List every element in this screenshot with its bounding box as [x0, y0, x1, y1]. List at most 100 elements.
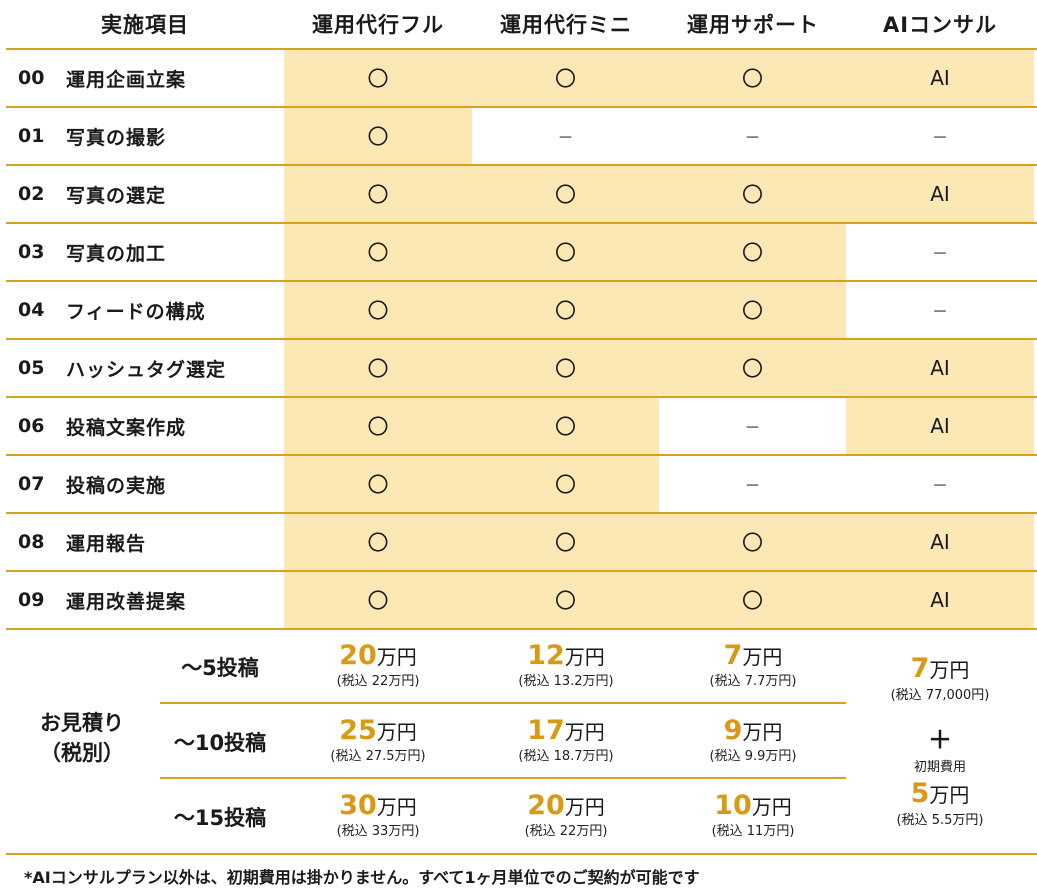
plan-cell: －: [472, 108, 659, 164]
tier-divider: [160, 702, 846, 704]
plan-cell: AI: [846, 166, 1034, 222]
circle-mark: 〇: [742, 357, 763, 381]
price-amount: 10: [714, 790, 752, 821]
circle-mark: 〇: [742, 67, 763, 91]
row-rule: [6, 222, 1037, 224]
price-unit: 万円: [742, 645, 783, 669]
ai-initial-price: 5万円 (税込 5.5万円): [846, 778, 1034, 828]
price-unit: 万円: [376, 720, 417, 744]
plan-cell: 〇: [472, 224, 659, 280]
circle-mark: 〇: [555, 531, 576, 555]
row-number: 01: [18, 125, 45, 147]
plan-cell: 〇: [659, 224, 846, 280]
plan-cell: －: [846, 282, 1034, 338]
circle-mark: 〇: [555, 67, 576, 91]
ai-monthly-unit: 万円: [929, 658, 970, 682]
row-rule: [6, 164, 1037, 166]
plan-cell: 〇: [472, 398, 659, 454]
circle-mark: 〇: [367, 473, 389, 497]
row-label: 運用企画立案: [66, 68, 187, 91]
price-tax: (税込 18.7万円): [518, 749, 614, 764]
plan-cell: 〇: [284, 50, 472, 106]
plan-cell: 〇: [284, 572, 472, 628]
price-amount: 7: [723, 640, 743, 671]
price-tax: (税込 9.9万円): [709, 749, 797, 764]
ai-initial-tax: (税込 5.5万円): [896, 813, 984, 828]
row-number: 06: [18, 415, 45, 437]
circle-mark: 〇: [742, 183, 763, 207]
ai-monthly-price: 7万円 (税込 77,000円): [846, 653, 1034, 703]
dash-mark: －: [931, 244, 948, 263]
circle-mark: 〇: [555, 241, 576, 265]
ai-initial-amount: 5: [910, 778, 930, 809]
price-tax: (税込 27.5万円): [330, 749, 426, 764]
footnote: *AIコンサルプラン以外は、初期費用は掛かりません。すべて1ヶ月単位でのご契約が…: [24, 868, 700, 887]
circle-mark: 〇: [367, 299, 389, 323]
ai-initial-unit: 万円: [929, 783, 970, 807]
ai-mark: AI: [930, 588, 950, 612]
tier-10-label: ～10投稿: [173, 731, 267, 755]
row-label: 投稿文案作成: [66, 416, 187, 439]
price-amount: 12: [527, 640, 565, 671]
row-label: 運用改善提案: [66, 590, 187, 613]
plan-cell: 〇: [472, 166, 659, 222]
dash-mark: －: [931, 476, 948, 495]
ai-mark: AI: [930, 356, 950, 380]
plan-cell: 〇: [659, 514, 846, 570]
price-cell: 25万円 (税込 27.5万円): [284, 715, 472, 764]
plan-cell: 〇: [472, 50, 659, 106]
price-tax: (税込 22万円): [336, 674, 420, 689]
price-cell: 7万円 (税込 7.7万円): [659, 640, 847, 689]
plan-cell: 〇: [472, 282, 659, 338]
circle-mark: 〇: [367, 241, 389, 265]
row-number: 05: [18, 357, 45, 379]
ai-mark: AI: [930, 182, 950, 206]
dash-mark: －: [931, 302, 948, 321]
circle-mark: 〇: [742, 589, 763, 613]
plan-cell: 〇: [472, 514, 659, 570]
estimate-label: お見積り （税別）: [18, 708, 146, 768]
circle-mark: 〇: [367, 589, 389, 613]
plan-cell: －: [846, 224, 1034, 280]
row-label: 投稿の実施: [66, 474, 167, 497]
row-number: 09: [18, 589, 45, 611]
price-tax: (税込 33万円): [336, 824, 420, 839]
plan-cell: AI: [846, 572, 1034, 628]
row-label: 写真の加工: [66, 242, 167, 265]
plan-cell: 〇: [659, 166, 846, 222]
price-cell: 12万円 (税込 13.2万円): [472, 640, 660, 689]
price-tax: (税込 22万円): [524, 824, 608, 839]
row-rule: [6, 512, 1037, 514]
tier-5-label: ～5投稿: [181, 656, 259, 680]
price-amount: 25: [339, 715, 377, 746]
header-plan-ai: AIコンサル: [882, 13, 998, 37]
estimate-label-line2: （税別）: [40, 741, 124, 765]
plan-cell: －: [659, 398, 846, 454]
plan-cell: 〇: [472, 456, 659, 512]
price-unit: 万円: [564, 795, 605, 819]
ai-mark: AI: [930, 414, 950, 438]
circle-mark: 〇: [367, 67, 389, 91]
row-rule: [6, 396, 1037, 398]
table-rule: [6, 628, 1037, 630]
header-plan-mini: 運用代行ミニ: [500, 13, 632, 37]
price-cell: 10万円 (税込 11万円): [659, 790, 847, 839]
dash-mark: －: [744, 418, 761, 437]
price-amount: 30: [339, 790, 377, 821]
circle-mark: 〇: [367, 357, 389, 381]
plan-cell: AI: [846, 50, 1034, 106]
row-label: 写真の選定: [66, 184, 167, 207]
row-rule: [6, 106, 1037, 108]
price-cell: 17万円 (税込 18.7万円): [472, 715, 660, 764]
tier-divider: [160, 777, 846, 779]
circle-mark: 〇: [367, 183, 389, 207]
price-cell: 30万円 (税込 33万円): [284, 790, 472, 839]
circle-mark: 〇: [555, 357, 576, 381]
plan-cell: 〇: [472, 572, 659, 628]
plan-cell: AI: [846, 340, 1034, 396]
price-unit: 万円: [376, 645, 417, 669]
ai-monthly-amount: 7: [910, 653, 930, 684]
row-rule: [6, 570, 1037, 572]
ai-mark: AI: [930, 66, 950, 90]
row-label: ハッシュタグ選定: [66, 358, 227, 381]
